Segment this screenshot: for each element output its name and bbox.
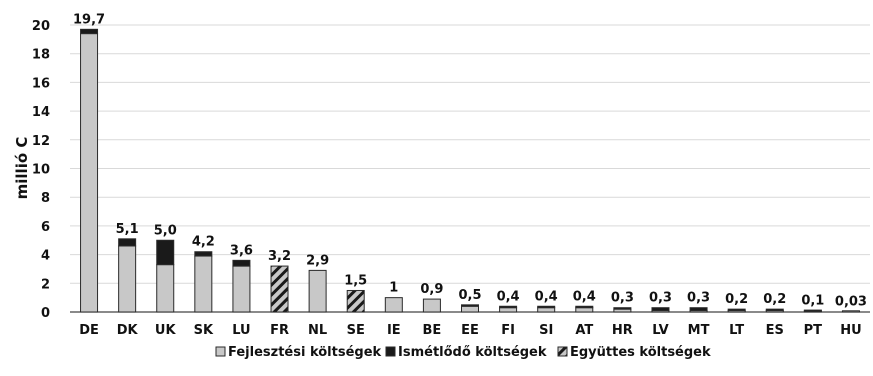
x-tick-label: LT xyxy=(729,323,744,338)
y-axis: 0 2 4 6 8 10 12 14 16 18 20 xyxy=(32,19,50,321)
bar-mt-ismétlődő xyxy=(689,307,708,312)
bar-pt-ismétlődő xyxy=(803,309,822,312)
bar-hu-fejlesztési xyxy=(841,310,860,313)
data-label: 0,3 xyxy=(649,291,672,306)
data-label: 5,0 xyxy=(154,223,177,238)
data-label: 0,2 xyxy=(725,292,748,307)
bar-uk-ismétlődő xyxy=(156,239,175,266)
x-tick-label: EE xyxy=(461,323,479,338)
bar-fi-fejlesztési xyxy=(499,307,518,313)
x-tick-label: DK xyxy=(117,323,139,338)
bar-uk-fejlesztési xyxy=(156,264,175,313)
x-tick-label: SI xyxy=(539,323,553,338)
data-label: 5,1 xyxy=(116,222,139,237)
bar-si-ismétlődő xyxy=(537,305,556,309)
y-tick-label: 20 xyxy=(32,19,50,34)
y-tick-label: 14 xyxy=(32,105,50,120)
bar-fr-együttes xyxy=(270,265,289,313)
data-label: 0,9 xyxy=(420,282,443,297)
bar-de-ismétlődő xyxy=(80,28,99,35)
bar-be-fejlesztési xyxy=(422,298,441,313)
bar-dk-fejlesztési xyxy=(118,245,137,313)
x-tick-label: DE xyxy=(79,323,99,338)
data-label: 19,7 xyxy=(73,12,105,27)
data-label: 3,2 xyxy=(268,249,291,264)
bar-fi-ismétlődő xyxy=(499,305,518,309)
data-label: 1,5 xyxy=(344,273,367,288)
bar-dk-ismétlődő xyxy=(118,238,137,247)
bar-se-együttes xyxy=(346,289,365,313)
x-tick-label: NL xyxy=(308,323,327,338)
y-tick-label: 18 xyxy=(32,48,50,63)
legend-swatch xyxy=(215,346,226,357)
y-tick-label: 8 xyxy=(41,191,50,206)
x-tick-label: IE xyxy=(387,323,401,338)
x-tick-label: LV xyxy=(652,323,669,338)
data-label: 2,9 xyxy=(306,253,329,268)
y-tick-label: 0 xyxy=(41,306,50,321)
x-tick-label: FI xyxy=(501,323,515,338)
x-tick-label: BE xyxy=(423,323,442,338)
data-label: 0,1 xyxy=(801,294,824,309)
legend-label: Együttes költségek xyxy=(570,345,711,360)
bar-ee-fejlesztési xyxy=(461,305,479,313)
bar-hr-ismétlődő xyxy=(613,307,632,310)
y-axis-label: millió C xyxy=(13,137,31,200)
bar-sk-fejlesztési xyxy=(194,255,213,313)
data-labels: 19,7 5,1 5,0 4,2 3,6 3,2 2,9 1,5 1 0,9 0,5 0,4 0,4 0,… xyxy=(73,12,867,309)
x-tick-label: PT xyxy=(804,323,823,338)
bar-lu-ismétlődő xyxy=(232,259,251,267)
bar-ee-ismétlődő xyxy=(461,304,479,307)
y-tick-label: 12 xyxy=(32,134,50,149)
x-tick-label: FR xyxy=(270,323,289,338)
x-tick-label: ES xyxy=(766,323,784,338)
bar-lu-fejlesztési xyxy=(232,265,251,313)
y-tick-label: 10 xyxy=(32,163,50,178)
data-label: 0,4 xyxy=(497,289,520,304)
x-tick-label: HU xyxy=(840,323,861,338)
legend: Fejlesztési költségek Ismétlődő költségek… xyxy=(215,345,711,360)
bar-ie-fejlesztési xyxy=(384,297,403,313)
bar-nl-fejlesztési xyxy=(308,269,327,313)
bar-lt-ismétlődő xyxy=(727,308,746,312)
bar-es-ismétlődő xyxy=(765,308,784,312)
data-label: 0,5 xyxy=(458,288,481,303)
bar-si-fejlesztési xyxy=(537,307,556,313)
gridlines xyxy=(70,24,870,313)
bar-at-ismétlődő xyxy=(575,305,594,309)
data-label: 0,4 xyxy=(573,289,596,304)
y-tick-label: 2 xyxy=(41,277,50,292)
y-tick-label: 16 xyxy=(32,76,50,91)
y-tick-label: 6 xyxy=(41,220,50,235)
x-axis: DE DK UK SK LU FR NL SE IE BE EE FI SI AT HR LV MT LT ES PT… xyxy=(79,323,861,338)
x-tick-label: SE xyxy=(347,323,365,338)
legend-label: Ismétlődő költségek xyxy=(398,345,547,360)
data-label: 0,4 xyxy=(535,289,558,304)
legend-label: Fejlesztési költségek xyxy=(228,345,382,360)
legend-swatch xyxy=(385,346,396,357)
x-tick-label: MT xyxy=(688,323,710,338)
x-tick-label: AT xyxy=(575,323,593,338)
data-label: 0,2 xyxy=(763,292,786,307)
data-label: 4,2 xyxy=(192,235,215,250)
y-tick-label: 4 xyxy=(41,249,50,264)
bars xyxy=(80,28,860,313)
bar-lv-ismétlődő xyxy=(651,307,670,312)
x-tick-label: UK xyxy=(155,323,177,338)
x-tick-label: LU xyxy=(232,323,250,338)
data-label: 1 xyxy=(389,281,398,296)
data-label: 0,03 xyxy=(835,295,867,310)
bar-sk-ismétlődő xyxy=(194,251,213,257)
x-tick-label: HR xyxy=(612,323,633,338)
data-label: 3,6 xyxy=(230,243,253,258)
x-tick-label: SK xyxy=(194,323,214,338)
data-label: 0,3 xyxy=(687,291,710,306)
data-label: 0,3 xyxy=(611,291,634,306)
legend-swatch xyxy=(557,346,568,357)
bar-de-fejlesztési xyxy=(80,33,99,313)
bar-at-fejlesztési xyxy=(575,307,594,313)
